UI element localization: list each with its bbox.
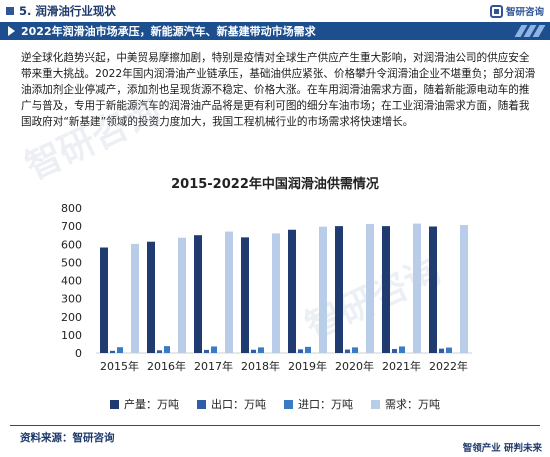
legend-item: 出口：万吨 <box>197 396 266 412</box>
import-bar <box>352 347 358 353</box>
demand-bar <box>225 231 233 353</box>
import-bar <box>399 346 405 353</box>
production-bar <box>147 241 155 353</box>
export-bar <box>204 349 209 353</box>
y-tick-label: 700 <box>61 220 82 233</box>
x-tick-label: 2020年 <box>335 359 374 373</box>
import-bar <box>446 347 452 353</box>
demand-bar <box>460 225 468 353</box>
demand-bar <box>272 233 280 353</box>
demand-bar <box>131 243 139 353</box>
legend-label: 产量：万吨 <box>124 398 179 411</box>
y-tick-label: 400 <box>61 275 82 288</box>
x-tick-label: 2018年 <box>241 359 280 373</box>
production-bar <box>100 247 108 353</box>
body-paragraph: 逆全球化趋势兴起，中美贸易摩擦加剧，特别是疫情对全球生产供应产生重大影响，对润滑… <box>21 52 536 128</box>
slogan: 智领产业 研判未来 <box>462 443 542 454</box>
y-tick-label: 200 <box>61 311 82 324</box>
chart-title: 2015-2022年中国润滑油供需情况 <box>171 177 379 192</box>
legend-swatch <box>110 399 119 409</box>
legend-label: 需求：万吨 <box>385 398 440 411</box>
x-tick-label: 2021年 <box>382 359 421 373</box>
brand-icon <box>489 4 503 18</box>
triangle-arrow-icon <box>8 26 15 36</box>
square-bullet-icon <box>6 7 14 15</box>
top-bar: 5. 润滑油行业现状 智研咨询 <box>0 0 550 22</box>
section-title: 5. 润滑油行业现状 <box>0 0 116 22</box>
header-banner: 2022年润滑油市场承压，新能源汽车、新基建带动市场需求 <box>0 22 550 40</box>
y-tick-label: 0 <box>75 347 82 360</box>
production-bar <box>429 226 437 353</box>
import-bar <box>258 347 264 353</box>
y-tick-label: 500 <box>61 256 82 269</box>
x-tick-label: 2016年 <box>147 359 186 373</box>
x-tick-label: 2022年 <box>429 359 468 373</box>
export-bar <box>298 349 303 353</box>
legend-swatch <box>197 399 206 409</box>
legend-swatch <box>371 399 380 409</box>
x-tick-label: 2019年 <box>288 359 327 373</box>
y-tick-label: 800 <box>61 202 82 215</box>
production-bar <box>335 226 343 353</box>
export-bar <box>110 350 115 353</box>
y-tick-label: 600 <box>61 238 82 251</box>
x-tick-label: 2017年 <box>194 359 233 373</box>
legend-swatch <box>284 399 293 409</box>
legend-label: 进口：万吨 <box>298 398 353 411</box>
import-bar <box>211 346 217 353</box>
export-bar <box>439 348 444 353</box>
export-bar <box>157 350 162 353</box>
production-bar <box>288 229 296 353</box>
chart-legend: 产量：万吨 出口：万吨 进口：万吨 需求：万吨 <box>0 396 550 412</box>
bar-chart: 0 100 200 300 400 500 600 700 800 2015年 2016年 2017年… <box>61 202 472 373</box>
production-bar <box>241 237 249 353</box>
demand-bar <box>366 223 374 353</box>
brand-logo: 智研咨询 <box>489 4 544 18</box>
demand-bar <box>319 226 327 353</box>
export-bar <box>345 349 350 353</box>
stripes-decoration <box>514 25 546 37</box>
production-bar <box>194 235 202 353</box>
production-bar <box>382 226 390 353</box>
legend-item: 进口：万吨 <box>284 396 353 412</box>
legend-item: 产量：万吨 <box>110 396 179 412</box>
legend-label: 出口：万吨 <box>211 398 266 411</box>
legend-item: 需求：万吨 <box>371 396 440 412</box>
import-bar <box>164 346 170 353</box>
import-bar <box>305 346 311 353</box>
demand-bar <box>413 223 421 353</box>
demand-bar <box>178 237 186 353</box>
footer-divider <box>10 425 540 426</box>
source-note: 资料来源：智研咨询 <box>20 432 115 444</box>
export-bar <box>392 349 397 353</box>
x-tick-label: 2015年 <box>100 359 139 373</box>
y-tick-label: 300 <box>61 293 82 306</box>
import-bar <box>117 347 123 353</box>
header-title: 2022年润滑油市场承压，新能源汽车、新基建带动市场需求 <box>21 25 316 38</box>
y-tick-label: 100 <box>61 329 82 342</box>
brand-name: 智研咨询 <box>505 7 544 18</box>
section-title-text: 5. 润滑油行业现状 <box>19 4 116 18</box>
export-bar <box>251 349 256 353</box>
